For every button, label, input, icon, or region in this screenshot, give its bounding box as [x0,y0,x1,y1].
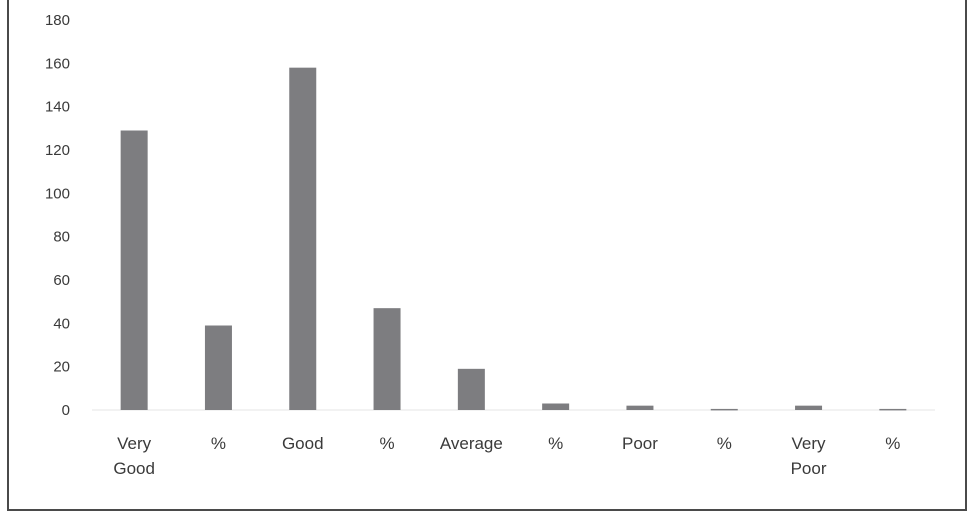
x-category-label: Good [282,434,324,453]
x-category-label: Very Poor [791,434,827,478]
x-category-label: % [717,434,732,453]
bars [120,67,907,411]
bar [120,130,148,410]
chart-border [7,0,967,511]
y-tick-label: 0 [62,402,70,419]
bar [289,67,317,411]
y-tick-label: 180 [45,12,70,29]
x-category-label: Poor [622,434,658,453]
bar [795,405,823,410]
y-tick-label: 120 [45,142,70,159]
bar [542,403,570,410]
x-axis-labels: Very Good% Good% Average% Poor% Very Poor% [113,434,900,478]
y-tick-label: 80 [53,229,70,246]
x-category-label: Very Good [113,434,155,478]
x-category-label: Average [440,434,503,453]
bar [879,408,907,411]
y-tick-label: 60 [53,272,70,289]
y-tick-label: 160 [45,55,70,72]
y-tick-label: 20 [53,359,70,376]
bar [710,408,738,411]
y-tick-label: 40 [53,315,70,332]
x-category-label: % [211,434,226,453]
y-tick-label: 100 [45,185,70,202]
bar [204,325,232,410]
x-category-label: % [885,434,900,453]
x-category-label: % [548,434,563,453]
y-axis-ticks: 0 20 40 60 80 100 120 140 160 180 [45,12,70,419]
y-tick-label: 140 [45,99,70,116]
bar [373,308,401,410]
x-category-label: % [379,434,394,453]
bar [457,368,485,410]
bar [626,405,654,410]
